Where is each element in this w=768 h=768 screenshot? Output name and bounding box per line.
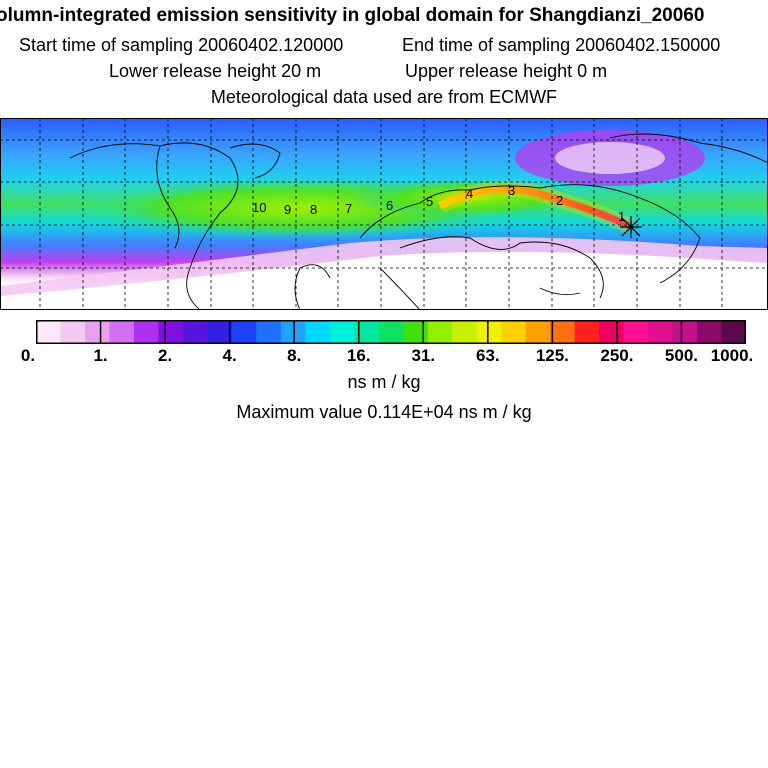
release-site-marker: [620, 216, 642, 238]
colorbar-cell: [256, 320, 282, 344]
trajectory-marker-4: 4: [466, 186, 473, 201]
trajectory-marker-6: 6: [386, 198, 393, 213]
chart-title: olumn-integrated emission sensitivity in…: [0, 5, 705, 26]
maximum-value-label: Maximum value 0.114E+04 ns m / kg: [236, 402, 532, 422]
colorbar-cell: [84, 320, 110, 344]
colorbar-cell: [36, 320, 61, 344]
met-data-label: Meteorological data used are from ECMWF: [210, 87, 558, 107]
emission-sensitivity-map: 1 2 3 4 5 6 7 8 9 10: [0, 118, 768, 310]
colorbar-tick-label: 31.: [411, 346, 436, 365]
colorbar-tick-label: 2.: [157, 346, 173, 365]
colorbar-cell: [623, 320, 649, 344]
colorbar: [36, 320, 746, 344]
colorbar-units-label: ns m / kg: [347, 372, 421, 392]
colorbar-tick-label: 1000.: [710, 346, 754, 365]
colorbar-cell: [280, 320, 306, 344]
colorbar-cell: [231, 320, 257, 344]
colorbar-cell: [648, 320, 674, 344]
start-time-label: Start time of sampling 20060402.120000: [19, 35, 344, 55]
colorbar-tick-label: 0.: [20, 346, 36, 365]
trajectory-marker-1: 1: [618, 209, 625, 224]
trajectory-marker-2: 2: [556, 193, 563, 208]
plume-core: [438, 185, 632, 230]
colorbar-cell: [182, 320, 208, 344]
colorbar-tick-label: 4.: [222, 346, 237, 365]
colorbar-cell: [305, 320, 331, 344]
colorbar-tick-label: 16.: [346, 346, 371, 365]
colorbar-cell: [158, 320, 184, 344]
colorbar-cell: [697, 320, 723, 344]
colorbar-cell: [133, 320, 159, 344]
colorbar-cell: [60, 320, 86, 344]
coastlines: [69, 133, 768, 310]
colorbar-cell: [329, 320, 355, 344]
colorbar-tick-label: 250.: [600, 346, 634, 365]
colorbar-cell: [672, 320, 698, 344]
upper-release-height-label: Upper release height 0 m: [405, 61, 608, 81]
trajectory-marker-3: 3: [508, 183, 515, 198]
colorbar-cell: [721, 320, 746, 344]
colorbar-cell: [109, 320, 135, 344]
trajectory-marker-5: 5: [426, 194, 433, 209]
lower-release-height-label: Lower release height 20 m: [109, 61, 322, 81]
end-time-label: End time of sampling 20060402.150000: [402, 35, 721, 55]
colorbar-cell: [427, 320, 453, 344]
colorbar-cell: [550, 320, 576, 344]
colorbar-tick-label: 500.: [664, 346, 698, 365]
colorbar-tick-label: 1.: [93, 346, 108, 365]
colorbar-tick-label: 125.: [535, 346, 569, 365]
colorbar-cell: [476, 320, 502, 344]
trajectory-marker-7: 7: [345, 201, 352, 216]
colorbar-cell: [403, 320, 429, 344]
colorbar-cell: [599, 320, 625, 344]
colorbar-cell: [378, 320, 404, 344]
colorbar-tick-label: 8.: [287, 346, 302, 365]
colorbar-cell: [574, 320, 600, 344]
colorbar-cell: [525, 320, 551, 344]
trajectory-marker-8: 8: [310, 202, 317, 217]
trajectory-marker-10: 10: [252, 200, 266, 215]
colorbar-cell: [207, 320, 233, 344]
colorbar-cell: [501, 320, 527, 344]
trajectory-marker-9: 9: [284, 202, 291, 217]
lat-lon-grid: [0, 118, 768, 310]
colorbar-tick-label: 63.: [475, 346, 500, 365]
colorbar-cell: [452, 320, 478, 344]
